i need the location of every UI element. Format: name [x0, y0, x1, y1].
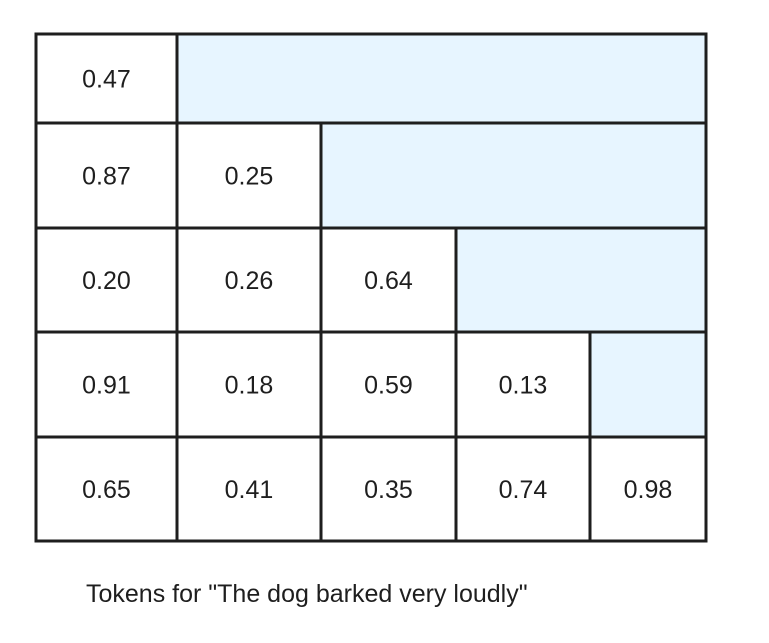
- matrix-cell-r4-c2: [175, 330, 323, 439]
- cell-value: 0.35: [364, 476, 413, 504]
- cell-value: 0.20: [82, 267, 131, 295]
- cell-value: 0.98: [624, 476, 673, 504]
- matrix-border: [34, 32, 708, 543]
- cell-value: 0.18: [225, 372, 274, 400]
- cell-value: 0.91: [82, 372, 131, 400]
- cell-value: 0.13: [499, 372, 548, 400]
- cell-value: 0.74: [499, 476, 548, 504]
- matrix-cell-r4-c4: [454, 330, 592, 439]
- cell-value: 0.26: [225, 267, 274, 295]
- cell-value: 0.47: [82, 66, 131, 94]
- masked-region-row-4: [588, 330, 708, 439]
- matrix-cell-r2-c1: [34, 121, 179, 230]
- cell-value: 0.87: [82, 163, 131, 191]
- matrix-cell-r5-c2: [175, 435, 323, 543]
- masked-region-row-2: [319, 121, 708, 230]
- masked-region-row-3: [454, 226, 708, 334]
- cell-value: 0.41: [225, 476, 274, 504]
- cell-value: 0.25: [225, 163, 274, 191]
- cell-value: 0.65: [82, 476, 131, 504]
- matrix-cell-r5-c4: [454, 435, 592, 543]
- cell-value: 0.59: [364, 372, 413, 400]
- cell-value: 0.64: [364, 267, 413, 295]
- masked-region-row-1: [175, 32, 708, 125]
- matrix-cell-r3-c3: [319, 226, 458, 334]
- caption: Tokens for "The dog barked very loudly": [86, 580, 528, 608]
